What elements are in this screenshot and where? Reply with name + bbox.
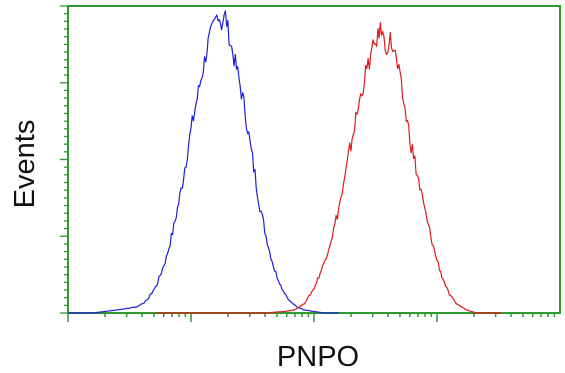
plot-frame (67, 5, 561, 314)
series-layer (68, 10, 501, 314)
series-line-1 (68, 10, 339, 314)
x-axis-label: PNPO (277, 341, 359, 373)
series-line-2 (156, 22, 501, 314)
axis-ticks (60, 5, 556, 322)
y-axis-label: Events (9, 120, 41, 209)
